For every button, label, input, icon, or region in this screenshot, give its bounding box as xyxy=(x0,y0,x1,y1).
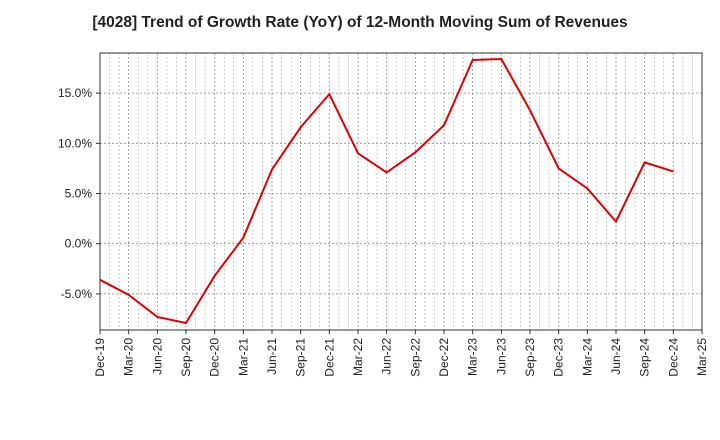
y-tick-label: 15.0% xyxy=(58,86,92,100)
plot-border xyxy=(99,52,703,331)
x-tick-label: Sep-23 xyxy=(523,338,537,377)
x-tick-label: Mar-23 xyxy=(466,338,480,376)
x-tick-label: Sep-22 xyxy=(408,338,422,377)
y-tick-labels: -5.0% 0.0% 5.0% 10.0% 15.0% xyxy=(58,86,92,301)
x-tick-label: Jun-23 xyxy=(494,338,508,375)
x-tick-label: Dec-23 xyxy=(552,338,566,377)
x-tick-label: Sep-24 xyxy=(638,338,652,377)
x-tick-label: Jun-22 xyxy=(380,338,394,375)
x-tick-label: Mar-24 xyxy=(580,338,594,376)
x-tick-label: Dec-22 xyxy=(437,338,451,377)
chart-title: [4028] Trend of Growth Rate (YoY) of 12-… xyxy=(92,14,628,31)
y-tick-label: 0.0% xyxy=(65,237,93,251)
x-tick-label: Dec-20 xyxy=(208,338,222,377)
x-tick-label: Dec-24 xyxy=(666,338,680,377)
y-tick-label: 5.0% xyxy=(65,187,93,201)
x-tick-labels: Dec-19 Mar-20 Jun-20 Sep-20 Dec-20 Mar-21 Jun-… xyxy=(93,338,709,377)
series-layer xyxy=(99,57,674,325)
y-tick-label: 10.0% xyxy=(58,136,92,150)
y-tick-label: -5.0% xyxy=(61,287,93,301)
plot-area xyxy=(100,53,702,330)
grid-lines xyxy=(99,53,703,330)
x-tick-label: Jun-21 xyxy=(265,338,279,375)
x-tick-label: Jun-20 xyxy=(150,338,164,375)
x-tick-label: Mar-21 xyxy=(236,338,250,376)
x-tick-label: Dec-19 xyxy=(93,338,107,377)
x-tick-label: Sep-21 xyxy=(294,338,308,377)
axes xyxy=(96,52,703,334)
x-tick-label: Mar-25 xyxy=(695,338,709,376)
x-tick-label: Mar-20 xyxy=(122,338,136,376)
x-tick-label: Jun-24 xyxy=(609,338,623,375)
x-tick-label: Sep-20 xyxy=(179,338,193,377)
x-tick-label: Mar-22 xyxy=(351,338,365,376)
x-tick-label: Dec-21 xyxy=(322,338,336,377)
